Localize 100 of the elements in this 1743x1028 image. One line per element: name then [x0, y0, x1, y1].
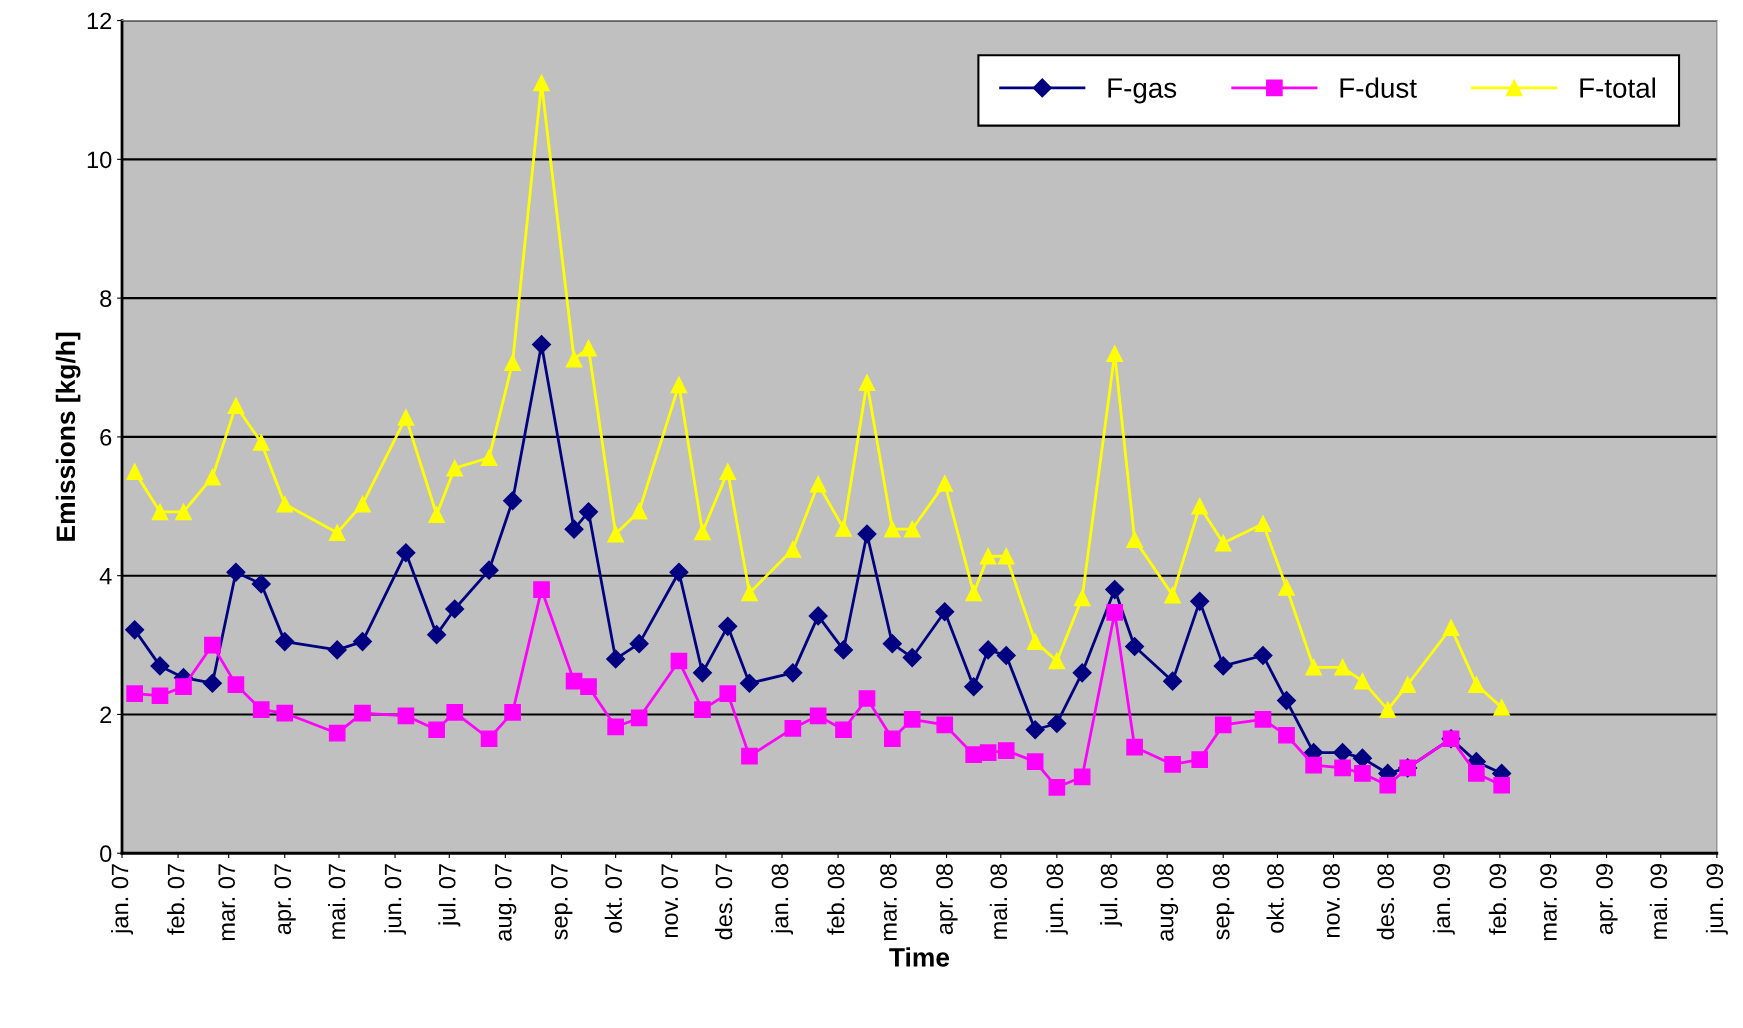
point: [902, 648, 922, 668]
point: [997, 742, 1015, 759]
point: [997, 547, 1015, 565]
x-tick-label: mai. 07: [327, 864, 346, 939]
point: [1126, 738, 1143, 756]
point: [694, 701, 711, 718]
point: [784, 720, 802, 737]
point: [151, 687, 169, 705]
y-tick-label: 2: [100, 706, 112, 724]
legend-label: F-gas: [1108, 78, 1177, 104]
point: [1399, 676, 1416, 693]
point: [1278, 726, 1295, 744]
point: [718, 616, 738, 636]
point: [125, 620, 145, 640]
point: [978, 640, 998, 660]
point: [446, 459, 464, 477]
point: [965, 746, 983, 764]
point: [251, 574, 271, 594]
point: [858, 374, 876, 392]
point: [1354, 765, 1371, 782]
point: [1276, 691, 1297, 711]
x-tick-label: mar. 09: [1540, 864, 1557, 941]
x-tick-label: jan. 07: [111, 864, 134, 935]
point: [1214, 716, 1232, 734]
point: [227, 397, 245, 415]
point: [578, 502, 599, 522]
point: [1213, 656, 1233, 676]
y-tick-label: 8: [100, 290, 112, 307]
point: [1354, 672, 1371, 690]
x-tick-label: mai. 09: [1649, 864, 1668, 939]
x-tick-label: apr. 07: [274, 864, 296, 935]
point: [533, 74, 550, 92]
point: [996, 645, 1016, 666]
x-tick-label: apr. 08: [936, 863, 958, 935]
point: [1073, 589, 1091, 607]
point: [1493, 776, 1511, 794]
point: [354, 495, 371, 513]
x-tick-label: feb. 09: [1488, 864, 1507, 935]
point: [1047, 713, 1067, 734]
point: [809, 475, 827, 493]
point: [150, 656, 170, 676]
point: [979, 744, 997, 761]
point: [480, 730, 498, 748]
point: [480, 449, 498, 467]
point: [857, 524, 877, 544]
point: [1493, 699, 1511, 716]
point: [607, 718, 624, 736]
point: [1379, 701, 1397, 718]
point: [741, 747, 758, 765]
y-tick-label: 4: [99, 567, 112, 585]
x-tick-label: aug. 08: [1156, 863, 1179, 941]
point: [883, 520, 901, 538]
point: [1305, 756, 1322, 774]
x-tick-label: feb. 08: [827, 863, 845, 935]
x-tick-label: jun. 08: [1045, 863, 1068, 935]
point: [1468, 765, 1485, 782]
point: [882, 634, 902, 654]
point: [694, 523, 711, 541]
point: [175, 678, 192, 696]
point: [964, 677, 984, 697]
x-tick-label: mai. 08: [989, 863, 1008, 939]
point: [1334, 658, 1351, 676]
point: [227, 676, 245, 693]
point: [835, 721, 852, 739]
point: [252, 701, 270, 718]
point: [783, 663, 803, 683]
y-axis-title: Emissions [kg/h]: [55, 332, 81, 541]
x-tick-label: sep. 08: [1212, 863, 1235, 940]
x-tick-label: okt. 08: [1266, 863, 1284, 933]
point: [202, 673, 222, 693]
point: [276, 704, 294, 722]
x-tick-label: nov. 07: [661, 864, 679, 938]
point: [630, 709, 648, 727]
point: [1191, 751, 1209, 768]
point: [428, 721, 445, 739]
x-tick-label: aug. 07: [494, 864, 517, 941]
point: [1164, 586, 1181, 604]
point: [564, 519, 584, 539]
point: [580, 678, 597, 696]
point: [808, 606, 828, 626]
point: [607, 525, 624, 543]
point: [965, 584, 983, 602]
point: [428, 506, 445, 523]
point: [1254, 710, 1272, 728]
point: [1073, 768, 1091, 786]
x-tick-label: apr. 09: [1596, 864, 1618, 935]
point: [1026, 753, 1044, 770]
point: [1191, 497, 1209, 515]
point: [397, 707, 415, 725]
point: [1190, 591, 1210, 611]
point: [1025, 720, 1045, 740]
point: [1379, 776, 1397, 794]
point: [936, 475, 954, 492]
point: [354, 704, 371, 722]
point: [1105, 580, 1125, 600]
x-axis-title: Time: [889, 947, 950, 967]
point: [1106, 604, 1124, 621]
point: [204, 468, 221, 486]
point: [739, 673, 759, 693]
point: [630, 502, 648, 520]
